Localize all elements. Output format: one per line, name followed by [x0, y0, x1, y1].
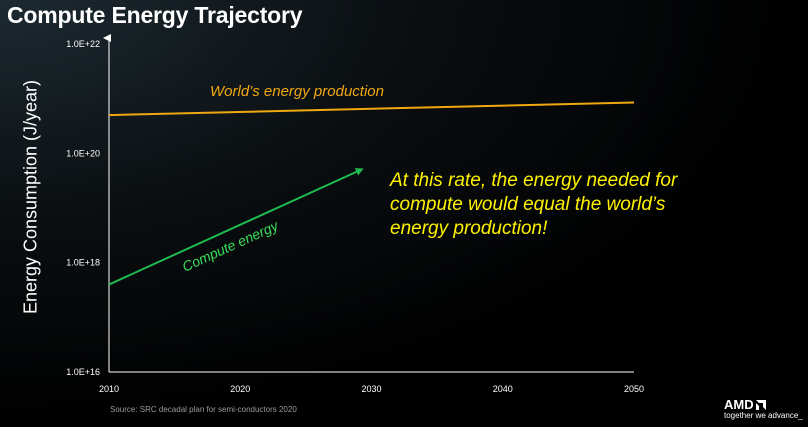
world-energy-line	[108, 101, 635, 117]
logo-brand: AMD	[724, 398, 802, 411]
world-energy-label: World’s energy production	[210, 83, 384, 100]
amd-arrow-icon	[755, 399, 766, 410]
y-tick-label: 1.0E+16	[66, 367, 100, 377]
y-tick-label: 1.0E+18	[66, 258, 100, 268]
source-note: Source: SRC decadal plan for semi-conduc…	[110, 405, 297, 414]
logo-tagline: together we advance_	[724, 411, 803, 420]
x-tick-label: 2040	[493, 384, 513, 394]
x-tick-label: 2030	[361, 384, 381, 394]
x-tick-label: 2020	[230, 384, 250, 394]
callout-annotation: At this rate, the energy needed for comp…	[390, 170, 678, 239]
y-tick-label: 1.0E+22	[66, 39, 100, 49]
compute-energy-arrow	[108, 168, 364, 286]
slide-title: Compute Energy Trajectory	[7, 2, 303, 28]
amd-logo: AMD together we advance_	[718, 398, 803, 425]
x-tick-label: 2050	[624, 384, 644, 394]
y-tick-label: 1.0E+20	[66, 148, 100, 158]
x-tick-label: 2010	[99, 384, 119, 394]
logo-wordmark: AMD	[724, 397, 754, 412]
